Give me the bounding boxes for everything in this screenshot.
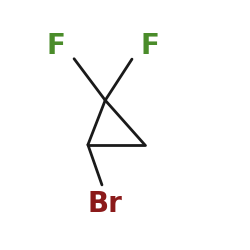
Text: F: F — [46, 32, 65, 60]
Text: F: F — [140, 32, 159, 60]
Text: Br: Br — [88, 190, 123, 218]
